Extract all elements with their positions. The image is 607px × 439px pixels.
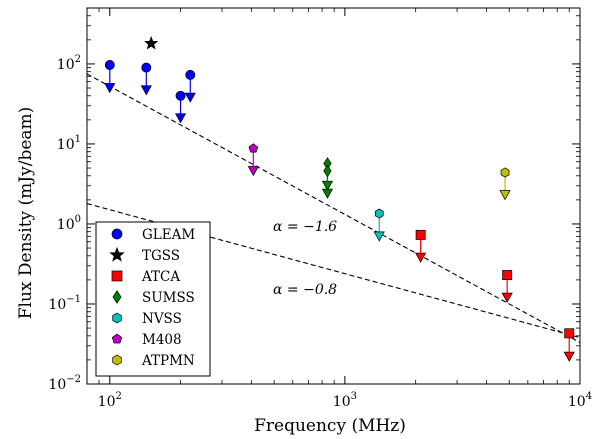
legend-label-nvss: NVSS: [142, 311, 182, 327]
alpha-label-1: α = −1.6: [273, 219, 337, 235]
y-tick-label: 100: [57, 214, 81, 233]
y-tick-label: 10−1: [48, 294, 81, 313]
fit-lines-layer: [86, 73, 581, 343]
tgss-point-0: [144, 36, 159, 50]
legend-marker-tgss: [109, 246, 125, 262]
atca-limit-arrow-2: [563, 351, 575, 362]
m408-point-0: [248, 143, 259, 153]
axes-layer: 102 103 104 10−2 10−1 100 101 102: [48, 7, 592, 410]
atca-point-2: [564, 328, 575, 339]
atca-point-0: [415, 229, 426, 240]
legend-marker-atpmn: [112, 354, 122, 366]
legend-label-atpmn: ATPMN: [141, 353, 195, 369]
nvss-point-0: [374, 208, 384, 219]
legend-label-sumss: SUMSS: [142, 290, 195, 306]
x-axis-label: Frequency (MHz): [254, 416, 406, 436]
gleam-limit-arrow-3: [184, 92, 196, 103]
legend-label-gleam: GLEAM: [142, 227, 195, 243]
atpmn-point-0: [500, 167, 510, 178]
atca-limit-arrow-0: [415, 252, 427, 263]
x-tick-label: 102: [98, 391, 122, 410]
gleam-limit-arrow-2: [174, 113, 187, 124]
gleam-point-1: [141, 62, 152, 73]
y-tick-label: 10−2: [48, 374, 81, 393]
legend-marker-atca: [111, 270, 123, 282]
x-tick-label: 104: [568, 391, 592, 410]
y-tick-label: 102: [57, 54, 81, 73]
gleam-point-3: [185, 69, 196, 80]
y-axis-label: Flux Density (mJy/beam): [16, 107, 36, 320]
atca-limit-arrow-1: [501, 292, 513, 303]
legend-marker-nvss: [112, 312, 122, 324]
alpha-label-2: α = −0.8: [273, 282, 337, 298]
data-points-layer: [104, 36, 575, 362]
gleam-limit-arrow-0: [104, 83, 116, 94]
legend: GLEAM TGSS ATCA SUMSS NVSS M408 ATPMN: [95, 221, 211, 377]
legend-label-tgss: TGSS: [142, 248, 180, 264]
sumss-point-1: [323, 164, 332, 178]
atpmn-limit-arrow-0: [499, 190, 511, 201]
atca-point-1: [502, 270, 513, 280]
fit-line-2: [86, 203, 581, 339]
m408-limit-arrow-0: [247, 166, 259, 177]
gleam-point-0: [104, 60, 115, 70]
annotations-layer: α = −1.6 α = −0.8: [273, 219, 337, 298]
sumss-limit-arrow-1: [321, 188, 334, 199]
legend-label-atca: ATCA: [141, 269, 180, 285]
legend-marker-m408: [111, 333, 123, 344]
y-tick-label: 101: [57, 134, 81, 153]
legend-marker-gleam: [111, 228, 123, 240]
legend-label-m408: M408: [142, 332, 182, 348]
legend-marker-sumss: [112, 290, 122, 304]
x-tick-label: 103: [333, 391, 357, 410]
gleam-limit-arrow-1: [140, 85, 152, 96]
gleam-point-2: [175, 90, 186, 101]
nvss-limit-arrow-0: [373, 231, 385, 242]
plot-frame: [86, 7, 581, 385]
fit-line-1: [86, 73, 581, 343]
